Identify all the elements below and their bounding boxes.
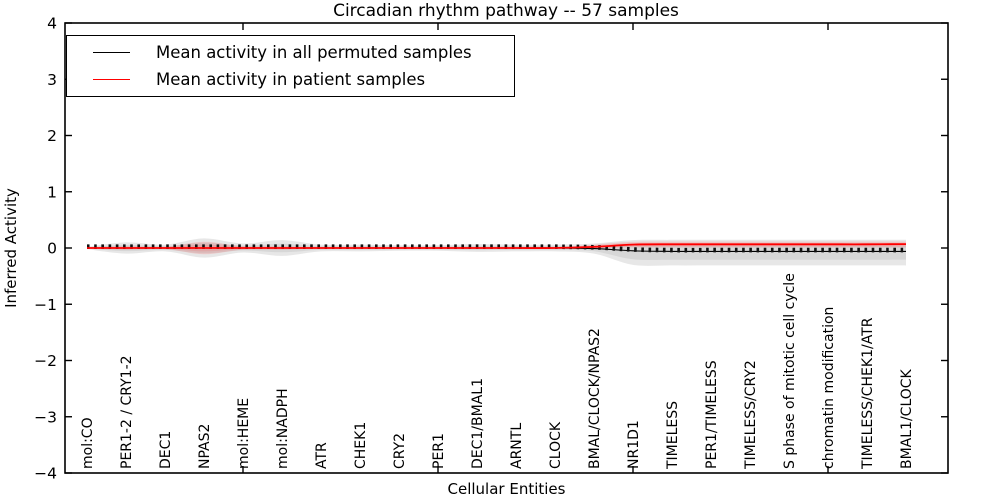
y-tick-label: 4 (47, 15, 57, 33)
legend-item-patient: Mean activity in patient samples (67, 67, 514, 93)
y-tick-label: −2 (34, 352, 57, 370)
x-category-label: TIMELESS/CHEK1/ATR (860, 317, 876, 470)
patient-mean-line (87, 243, 907, 249)
y-tick-label: 2 (47, 127, 57, 145)
y-tick-label: −3 (34, 408, 57, 426)
x-category-label: mol:CO (80, 417, 96, 469)
x-category-label: PER1 (431, 433, 447, 469)
x-category-label: ATR (314, 442, 330, 469)
patient-line-swatch (93, 79, 130, 80)
chart-title: Circadian rhythm pathway -- 57 samples (333, 1, 679, 21)
permuted-samples-range-band-core (87, 242, 906, 261)
x-axis-label: Cellular Entities (447, 480, 566, 498)
y-tick-label: −4 (34, 465, 57, 483)
x-category-label: PER1/TIMELESS (704, 360, 720, 469)
x-category-label: NPAS2 (197, 424, 213, 469)
x-category-label: mol:NADPH (275, 388, 291, 469)
x-category-label: CRY2 (392, 433, 408, 469)
y-tick-label: −1 (34, 296, 57, 314)
permuted-samples-range-band (87, 238, 906, 266)
x-category-label: DEC1/BMAL1 (470, 378, 486, 469)
legend-label-patient: Mean activity in patient samples (156, 70, 426, 89)
x-category-label: ARNTL (509, 423, 525, 469)
y-tick-label: 1 (47, 183, 57, 201)
legend-item-permuted: Mean activity in all permuted samples (67, 40, 514, 66)
y-tick-label: 0 (47, 240, 57, 258)
permuted-line-swatch (93, 52, 130, 53)
x-category-label: S phase of mitotic cell cycle (782, 273, 798, 469)
x-category-label: BMAL/CLOCK/NPAS2 (587, 328, 603, 469)
x-category-label: NR1D1 (626, 420, 642, 469)
y-axis-label: Inferred Activity (2, 188, 20, 308)
x-category-label: CHEK1 (353, 422, 369, 469)
x-category-label: chromatin modification (821, 307, 837, 469)
legend: Mean activity in all permuted samples Me… (66, 35, 515, 97)
x-category-label: TIMELESS/CRY2 (743, 360, 759, 470)
x-category-label: DEC1 (158, 431, 174, 469)
x-category-label: mol:HEME (236, 398, 252, 469)
legend-label-permuted: Mean activity in all permuted samples (156, 43, 472, 62)
x-category-label: TIMELESS (665, 401, 681, 470)
x-category-label: BMAL1/CLOCK (899, 368, 915, 469)
x-category-label: PER1-2 / CRY1-2 (119, 355, 135, 469)
x-category-label: CLOCK (548, 421, 564, 469)
y-tick-label: 3 (47, 71, 57, 89)
